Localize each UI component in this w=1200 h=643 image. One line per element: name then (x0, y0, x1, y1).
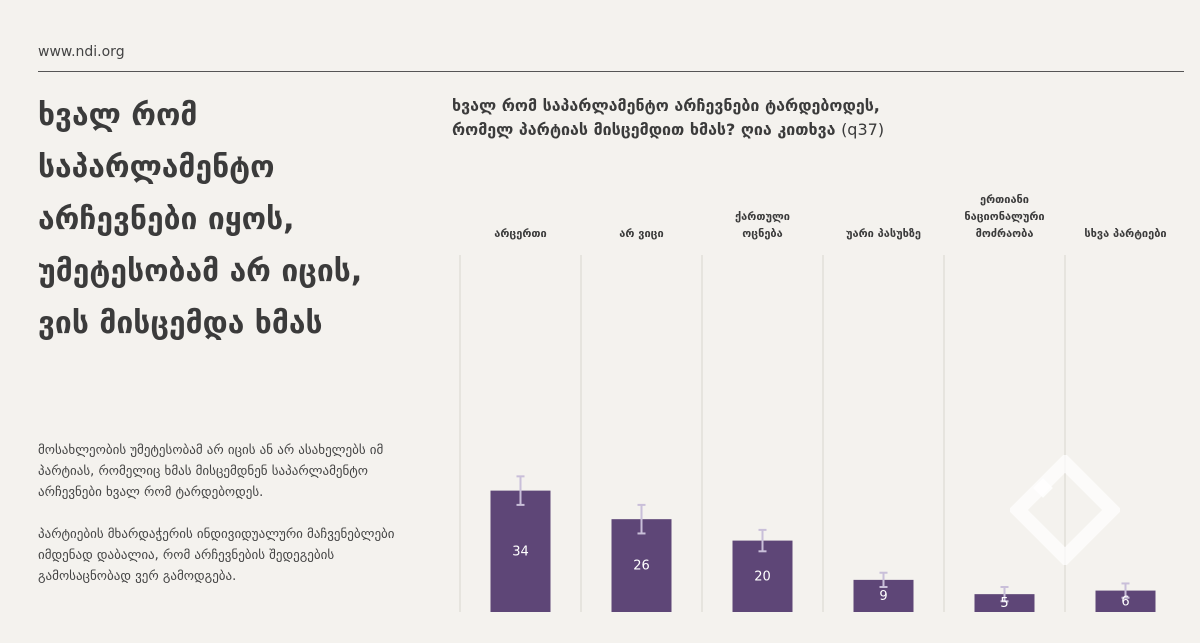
bar (732, 540, 793, 612)
data-label: 34 (512, 544, 529, 559)
category-label: არ ვიცი (619, 227, 663, 240)
page-headline: ხვალ რომ საპარლამენტო არჩევნები იყოს, უმ… (38, 98, 363, 341)
data-label: 6 (1121, 594, 1129, 609)
category-label: სხვა პარტიები (1084, 227, 1166, 240)
bar (611, 519, 672, 612)
bar (490, 490, 551, 612)
bar (974, 594, 1035, 612)
chart-title-line-2-text: რომელ პარტიას მისცემდით ხმას? ღია კითხვა (452, 120, 836, 139)
category-label: ნაციონალური (964, 210, 1044, 223)
ndi-watermark-logo (1010, 455, 1120, 565)
category-label: არცერთი (494, 227, 546, 240)
data-label: 9 (879, 589, 887, 604)
chart-title-line-2: რომელ პარტიას მისცემდით ხმას? ღია კითხვა… (452, 118, 1152, 142)
category-label: ოცნება (742, 227, 782, 240)
data-label: 20 (754, 569, 771, 584)
chart-title-line-1: ხვალ რომ საპარლამენტო არჩევნები ტარდებოდ… (452, 96, 880, 115)
chart-title: ხვალ რომ საპარლამენტო არჩევნები ტარდებოდ… (452, 94, 1152, 142)
bar-chart: არცერთი 34 არ ვიცი 26 ქართული ოცნება 20 უარი პა… (459, 193, 1167, 612)
header-divider (38, 71, 1184, 72)
site-url[interactable]: www.ndi.org (38, 44, 125, 60)
category-label: უარი პასუხზე (846, 227, 921, 240)
data-label: 5 (1000, 596, 1008, 611)
body-text: მოსახლეობის უმეტესობამ არ იცის ან არ ასა… (38, 440, 408, 608)
bar (1095, 590, 1156, 612)
category-label: ერთიანი (980, 193, 1029, 206)
body-paragraph-2: პარტიების მხარდაჭერის ინდივიდუალური მაჩვ… (38, 527, 395, 584)
category-label: მოძრაობა (976, 227, 1034, 240)
data-label: 26 (633, 559, 650, 574)
body-paragraph-1: მოსახლეობის უმეტესობამ არ იცის ან არ ასა… (38, 443, 384, 500)
chart-title-question-code: (q37) (841, 120, 885, 139)
category-label: ქართული (735, 210, 790, 223)
